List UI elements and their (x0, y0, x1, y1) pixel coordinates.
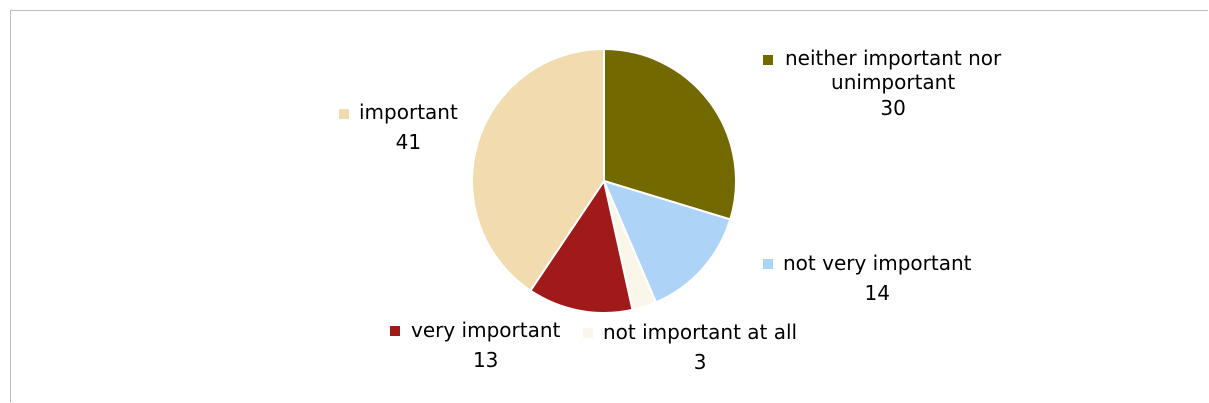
data-label-value: 41 (395, 130, 422, 154)
chart-frame (10, 10, 1208, 402)
pie-slice-not-very-important (602, 179, 732, 304)
legend-key-very-important (390, 326, 400, 336)
data-label-name: not very important (783, 251, 972, 275)
data-label-value: 30 (880, 96, 906, 120)
legend-key-not-important-at-all (583, 328, 593, 338)
legend-key-important (339, 109, 349, 119)
data-label-important: important 41 (359, 100, 458, 154)
legend-key-neither-important-nor-unimportant (763, 55, 773, 65)
data-label-name: neither important nor unimportant (785, 46, 1002, 94)
data-label-name: very important (411, 318, 561, 342)
legend-key-not-very-important (763, 259, 773, 269)
data-label-neither-important-nor-unimportant: neither important nor unimportant 30 (785, 46, 1001, 120)
pie-slice-neither-important-nor-unimportant (603, 47, 737, 221)
data-label-value: 3 (693, 350, 707, 374)
data-label-not-very-important: not very important 14 (783, 251, 971, 305)
data-label-name: not important at all (603, 320, 798, 344)
data-label-value: 14 (864, 281, 890, 305)
pie-slice-very-important (529, 178, 634, 314)
data-label-name: important (359, 100, 458, 124)
data-label-very-important: very important 13 (411, 318, 560, 372)
pie-slice-important (471, 47, 605, 292)
data-label-value: 13 (472, 348, 499, 372)
data-label-not-important-at-all: not important at all 3 (603, 320, 797, 374)
